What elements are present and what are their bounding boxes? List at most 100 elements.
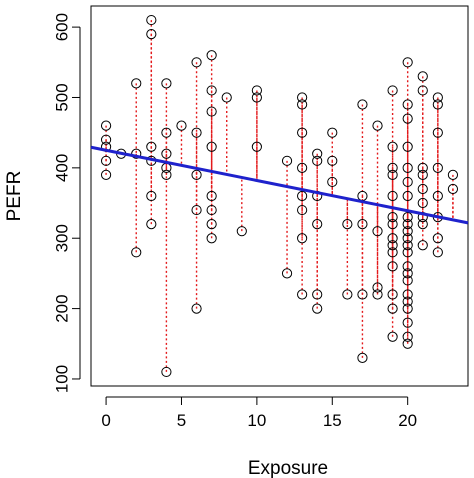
data-point: [206, 85, 217, 96]
data-point: [327, 155, 338, 166]
y-tick-label: 600: [53, 13, 72, 41]
data-point: [402, 289, 413, 300]
data-point: [312, 303, 323, 314]
data-point: [432, 99, 443, 110]
data-point: [387, 261, 398, 272]
x-tick-label: 15: [323, 411, 342, 430]
data-point: [432, 233, 443, 244]
y-tick-label: 200: [53, 294, 72, 322]
data-point: [417, 162, 428, 173]
data-point: [402, 141, 413, 152]
data-point: [432, 190, 443, 202]
data-point: [297, 289, 308, 300]
y-axis-title: PEFR: [4, 171, 25, 222]
data-point: [402, 226, 413, 237]
data-point: [417, 169, 428, 180]
data-point: [387, 247, 398, 258]
data-point: [342, 219, 353, 230]
data-point: [402, 162, 413, 173]
data-point: [297, 162, 308, 173]
data-point: [327, 176, 338, 188]
data-point: [372, 120, 383, 131]
data-point: [251, 141, 262, 152]
data-point: [131, 78, 142, 89]
data-point: [432, 247, 443, 258]
data-point: [100, 169, 112, 180]
data-point: [387, 303, 398, 314]
data-point: [146, 141, 157, 152]
data-point: [357, 289, 368, 300]
data-point: [176, 120, 187, 131]
data-point: [100, 134, 112, 145]
data-point: [191, 57, 202, 68]
data-point: [387, 162, 398, 173]
data-point: [297, 204, 308, 216]
data-point: [387, 85, 398, 96]
plot-frame: [90, 5, 469, 387]
data-point: [402, 275, 413, 286]
data-point: [357, 219, 368, 230]
data-point: [402, 233, 413, 244]
data-point: [131, 247, 142, 258]
data-point: [387, 190, 398, 202]
y-tick-label: 300: [53, 224, 72, 252]
data-point: [206, 190, 217, 202]
data-point: [251, 92, 262, 103]
data-point: [206, 106, 217, 117]
data-point: [161, 78, 172, 89]
data-point: [191, 169, 202, 180]
data-point: [281, 155, 293, 166]
y-tick-label: 100: [53, 365, 72, 393]
data-point: [357, 99, 368, 110]
data-point: [372, 282, 383, 293]
data-point: [387, 240, 398, 251]
x-tick-label: 10: [247, 411, 266, 430]
data-point: [402, 331, 413, 342]
data-point: [161, 366, 172, 378]
data-point: [206, 219, 217, 230]
data-point: [161, 169, 172, 180]
data-point: [206, 204, 217, 216]
data-point: [312, 148, 323, 159]
data-point: [297, 127, 308, 138]
data-point: [387, 219, 398, 230]
data-point: [402, 261, 413, 272]
data-point: [100, 155, 112, 166]
data-point: [402, 176, 413, 188]
data-point: [297, 190, 308, 202]
data-point: [146, 14, 157, 26]
data-point: [402, 338, 413, 349]
data-point: [417, 197, 428, 209]
data-point: [387, 141, 398, 152]
data-point: [312, 289, 323, 300]
data-point: [221, 92, 232, 103]
data-point: [402, 296, 413, 307]
data-point: [236, 226, 247, 237]
data-point: [100, 120, 112, 131]
data-point: [387, 289, 398, 300]
data-point: [312, 219, 323, 230]
data-point: [387, 169, 398, 180]
data-points: [100, 14, 459, 378]
data-point: [387, 233, 398, 244]
data-point: [402, 303, 413, 314]
data-point: [387, 331, 398, 342]
x-axis: 0 5 10 15 20: [101, 396, 417, 430]
x-axis-title: Exposure: [248, 458, 328, 478]
data-point: [402, 317, 413, 328]
data-point: [312, 155, 323, 166]
x-tick-label: 20: [398, 411, 417, 430]
data-point: [297, 92, 308, 103]
data-point: [387, 212, 398, 223]
data-point: [327, 127, 338, 138]
data-point: [146, 190, 157, 202]
y-axis: 100 200 300 400 500 600: [53, 13, 81, 393]
data-point: [281, 268, 293, 279]
data-point: [251, 85, 262, 96]
data-point: [131, 148, 142, 159]
data-point: [372, 289, 383, 300]
data-point: [206, 141, 217, 152]
data-point: [357, 352, 368, 363]
y-tick-label: 400: [53, 154, 72, 182]
